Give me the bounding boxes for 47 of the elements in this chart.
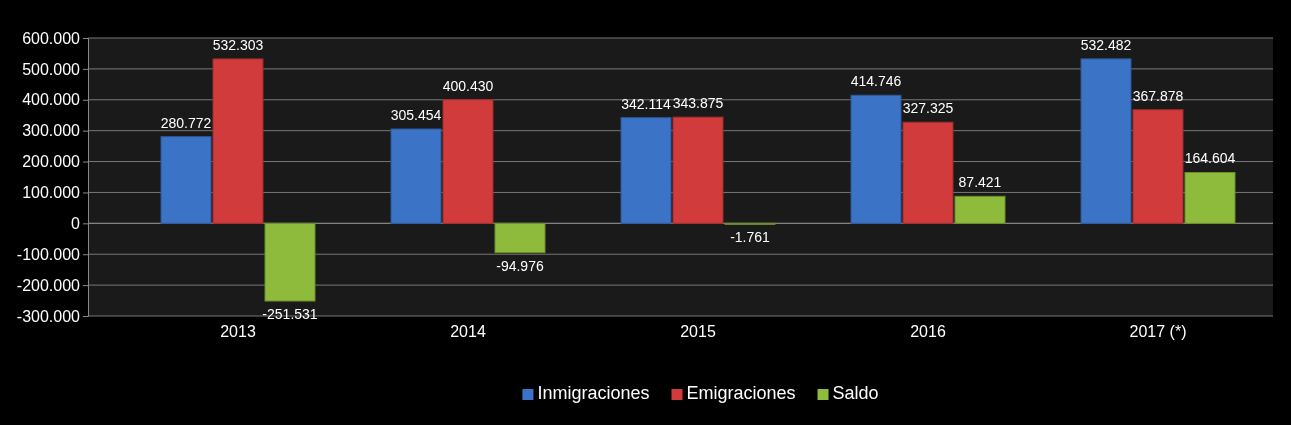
data-label: 280.772 (160, 114, 212, 131)
legend-label: Saldo (832, 383, 879, 403)
bar (1080, 58, 1132, 224)
x-tick-label: 2017 (*) (1129, 323, 1187, 341)
bar (1184, 171, 1236, 224)
x-tick-label: 2015 (680, 323, 716, 341)
bar (264, 222, 316, 302)
bar (212, 58, 264, 224)
data-label: 400.430 (442, 77, 494, 94)
data-label: 164.604 (1184, 150, 1236, 167)
bar (954, 195, 1006, 224)
data-label: -251.531 (262, 306, 318, 323)
bar (902, 121, 954, 224)
y-tick-label: 0 (71, 214, 81, 232)
bar (850, 94, 902, 224)
bar (390, 128, 442, 224)
data-label: 532.303 (212, 36, 264, 53)
bar (620, 117, 672, 224)
bar (494, 222, 546, 254)
y-tick-label: 400.000 (22, 91, 81, 109)
data-label: 414.746 (850, 73, 902, 90)
data-label: 305.454 (390, 106, 442, 123)
y-tick-label: 300.000 (22, 122, 81, 140)
y-tick-label: -100.000 (16, 245, 81, 263)
data-label: 532.482 (1080, 36, 1132, 53)
legend-label: Inmigraciones (537, 383, 650, 403)
y-tick-label: -200.000 (16, 276, 81, 294)
y-tick-label: 600.000 (22, 29, 81, 47)
x-tick-label: 2014 (450, 323, 486, 341)
x-tick-label: 2016 (910, 323, 946, 341)
x-tick-label: 2013 (220, 323, 256, 341)
data-label: 343.875 (672, 95, 724, 112)
y-tick-label: 500.000 (22, 60, 81, 78)
data-label: -1.761 (730, 228, 771, 245)
data-label: -94.976 (496, 257, 544, 274)
legend-label: Emigraciones (686, 383, 796, 403)
data-label: 367.878 (1132, 87, 1184, 104)
bar (160, 136, 212, 224)
y-tick-label: 200.000 (22, 153, 81, 171)
data-label: 87.421 (958, 174, 1002, 191)
bar (672, 116, 724, 224)
y-tick-label: 100.000 (22, 184, 81, 202)
data-label: 342.114 (621, 95, 671, 112)
y-tick-label: -300.000 (16, 307, 81, 325)
bar (1132, 109, 1184, 224)
data-label: 327.325 (902, 100, 954, 117)
bar (442, 99, 494, 224)
